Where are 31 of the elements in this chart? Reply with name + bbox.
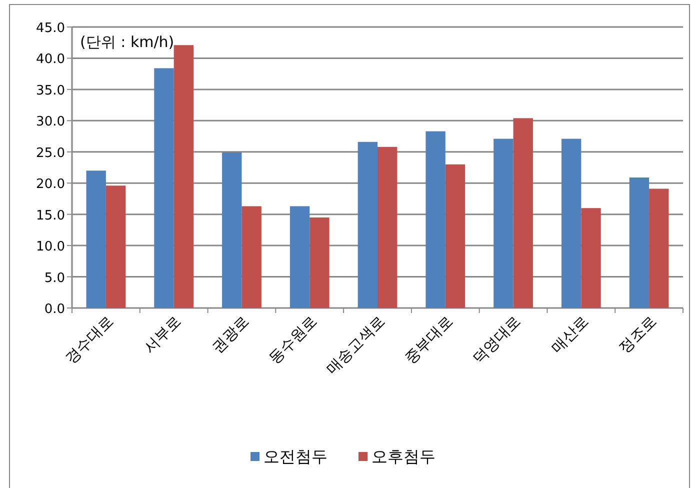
bar	[222, 152, 242, 308]
bar	[649, 188, 669, 308]
y-tick-label: 35.0	[36, 83, 65, 98]
y-tick-label: 25.0	[36, 146, 65, 161]
bar	[106, 186, 126, 308]
y-tick-label: 0.0	[44, 302, 65, 317]
bar	[513, 118, 533, 308]
y-tick-label: 30.0	[36, 114, 65, 130]
bar	[378, 146, 398, 308]
y-tick-label: 20.0	[36, 177, 65, 192]
bar	[242, 206, 262, 308]
bar	[629, 177, 650, 308]
bar	[581, 208, 601, 308]
y-tick-label: 40.0	[36, 52, 65, 68]
legend-label: 오전첨두	[264, 447, 328, 466]
bar	[445, 164, 466, 308]
annotation: (단위 : km/h)	[80, 33, 174, 51]
bar	[561, 138, 582, 308]
y-tick-label: 5.0	[44, 270, 65, 286]
y-tick-label: 45.0	[36, 21, 65, 36]
bar	[310, 217, 330, 308]
bar	[358, 142, 378, 308]
bar	[86, 170, 106, 308]
bar	[290, 206, 310, 308]
bar	[174, 45, 194, 308]
bar	[426, 131, 446, 308]
legend-label: 오후첨두	[372, 447, 436, 466]
bar	[154, 68, 174, 308]
y-tick-label: 10.0	[36, 240, 65, 255]
y-tick-label: 15.0	[36, 208, 65, 224]
bar	[494, 138, 514, 308]
